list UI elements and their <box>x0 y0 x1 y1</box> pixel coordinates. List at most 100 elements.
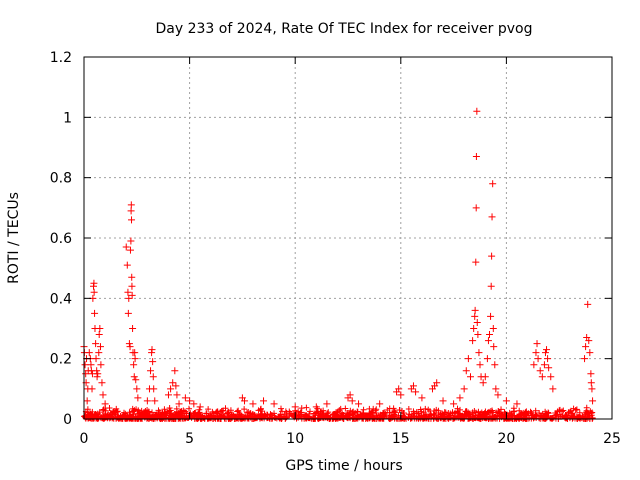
y-tick-label: 0.2 <box>50 352 72 368</box>
data-point <box>460 385 468 393</box>
data-point <box>483 355 491 363</box>
data-point <box>472 204 480 212</box>
data-point <box>101 400 109 408</box>
data-point <box>127 237 135 245</box>
data-point <box>456 394 464 402</box>
data-point <box>376 400 384 408</box>
data-point <box>128 282 136 290</box>
data-point <box>544 355 552 363</box>
data-point <box>473 107 481 115</box>
data-point <box>131 349 139 357</box>
data-point <box>126 246 134 254</box>
data-point <box>502 397 510 405</box>
data-points <box>80 107 597 411</box>
data-point <box>581 355 589 363</box>
data-point <box>94 370 102 378</box>
y-axis-ticks: 0 0.2 0.4 0.6 0.8 1 1.2 <box>50 50 612 428</box>
data-point <box>196 403 204 411</box>
data-point <box>164 391 172 399</box>
x-tick-label: 0 <box>80 431 89 447</box>
data-point <box>538 373 546 381</box>
data-point <box>395 385 403 393</box>
data-point <box>122 243 130 251</box>
data-point <box>150 385 158 393</box>
data-point <box>582 343 590 351</box>
data-point <box>323 400 331 408</box>
data-point <box>241 397 249 405</box>
data-point <box>92 340 100 348</box>
data-point <box>127 207 135 215</box>
data-point <box>471 306 479 314</box>
data-point <box>97 361 105 369</box>
data-point <box>469 337 477 345</box>
x-tick-label: 20 <box>497 431 515 447</box>
data-point <box>126 343 134 351</box>
data-point <box>487 282 495 290</box>
data-point <box>312 403 320 411</box>
data-point <box>181 394 189 402</box>
data-point <box>584 300 592 308</box>
x-tick-label: 5 <box>185 431 194 447</box>
data-point <box>464 355 472 363</box>
x-tick-label: 25 <box>603 431 621 447</box>
data-point <box>412 388 420 396</box>
data-point <box>90 288 98 296</box>
data-point <box>249 400 257 408</box>
data-point <box>169 379 177 387</box>
data-point <box>484 337 492 345</box>
data-point <box>488 252 496 260</box>
data-point <box>472 153 480 161</box>
data-point <box>470 325 478 332</box>
x-axis-label: GPS time / hours <box>285 458 402 474</box>
data-point <box>130 361 138 369</box>
data-point <box>87 361 95 369</box>
data-point <box>586 349 594 357</box>
data-point <box>171 367 179 375</box>
y-tick-label: 0.8 <box>50 171 72 187</box>
data-point <box>476 361 484 369</box>
data-point <box>348 397 356 405</box>
data-point <box>123 261 131 269</box>
data-point <box>88 385 96 393</box>
data-point <box>541 349 549 357</box>
data-point <box>95 331 103 339</box>
data-point <box>98 379 106 387</box>
data-point <box>96 343 104 351</box>
grid-lines <box>84 57 612 419</box>
data-point <box>149 358 157 366</box>
data-point <box>479 379 487 387</box>
data-point <box>127 201 135 209</box>
data-point <box>532 349 540 357</box>
data-point <box>124 309 132 317</box>
y-tick-label: 0.6 <box>50 231 72 247</box>
data-point <box>587 379 595 387</box>
data-point <box>149 373 157 381</box>
data-point <box>543 346 551 354</box>
data-point <box>148 346 156 354</box>
data-point <box>534 355 542 363</box>
data-point <box>494 391 502 399</box>
data-point <box>466 373 474 381</box>
data-point <box>473 318 481 326</box>
data-point <box>489 180 497 188</box>
data-point <box>589 397 597 405</box>
x-axis-ticks: 0 5 10 15 20 25 <box>80 57 621 447</box>
data-point <box>93 373 101 381</box>
data-point <box>270 400 278 408</box>
data-point <box>488 213 496 221</box>
data-point <box>418 394 426 402</box>
y-tick-label: 1.2 <box>50 50 72 66</box>
data-point <box>95 349 103 357</box>
data-point <box>99 391 107 399</box>
data-point <box>549 385 557 393</box>
data-point <box>355 400 363 408</box>
data-point <box>587 370 595 378</box>
data-point <box>291 403 299 411</box>
y-tick-label: 1 <box>63 110 72 126</box>
chart-title: Day 233 of 2024, Rate Of TEC Index for r… <box>156 21 533 37</box>
data-point <box>91 309 99 317</box>
data-point <box>513 400 521 408</box>
data-point <box>130 373 138 381</box>
data-point <box>489 325 497 332</box>
y-tick-label: 0 <box>63 412 72 428</box>
